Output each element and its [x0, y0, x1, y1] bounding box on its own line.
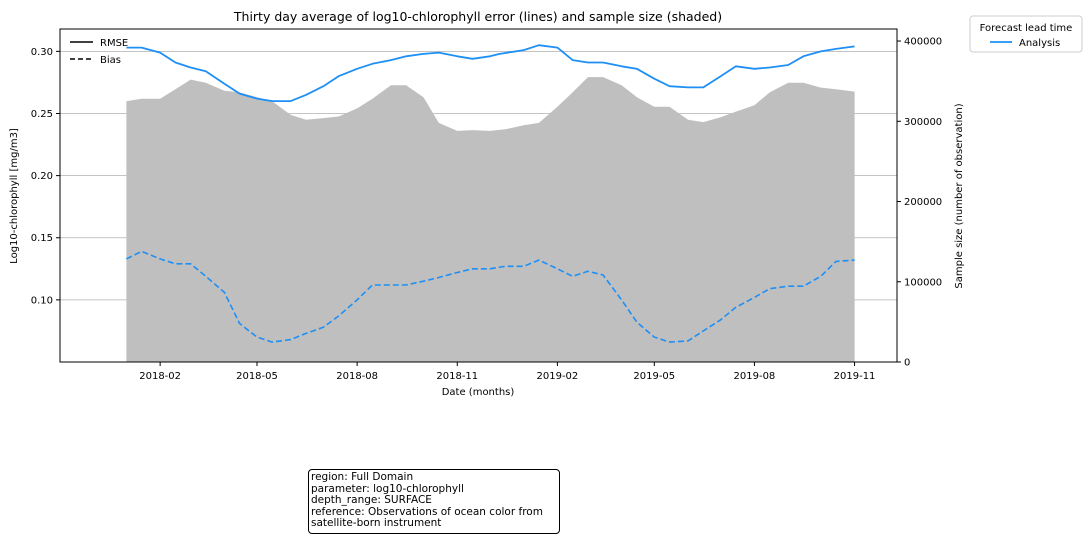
x-axis-label: Date (months) [442, 387, 515, 398]
x-tick-label: 2018-11 [436, 371, 478, 382]
y2-tick-label: 400000 [904, 37, 942, 48]
y-tick-label: 0.10 [31, 295, 53, 306]
line-style-legend: RMSE Bias [70, 38, 128, 66]
x-tick-label: 2019-08 [734, 371, 776, 382]
series-lines [126, 44, 855, 343]
chart-title: Thirty day average of log10-chlorophyll … [233, 9, 722, 24]
sample-size-area [126, 77, 855, 362]
x-tick-label: 2019-11 [834, 371, 876, 382]
y2-axis-label: Sample size (number of observation) [954, 103, 965, 288]
info-parameter: parameter: log10-chlorophyll [311, 482, 464, 495]
x-tick-label: 2019-02 [537, 371, 579, 382]
bias-line [126, 250, 855, 343]
y2-tick-label: 200000 [904, 197, 942, 208]
sample-size-fill [126, 77, 855, 362]
y2-tick-label: 300000 [904, 117, 942, 128]
y2-tick-label: 0 [904, 358, 910, 369]
y-tick-label: 0.25 [31, 109, 53, 120]
y-tick-label: 0.15 [31, 233, 53, 244]
y2-tick-label: 100000 [904, 277, 942, 288]
x-tick-label: 2018-05 [236, 371, 278, 382]
y-axis-ticks: 0.10 0.15 0.20 0.25 0.30 [31, 47, 60, 306]
x-tick-label: 2018-02 [139, 371, 181, 382]
plot-frame [59, 28, 898, 363]
rmse-line [126, 44, 855, 102]
lead-time-legend: Forecast lead time Analysis [969, 15, 1083, 53]
lead-time-legend-analysis: Analysis [1019, 38, 1060, 49]
y-axis-label: Log10-chlorophyll [mg/m3] [9, 128, 20, 264]
lead-time-legend-frame [969, 15, 1083, 53]
info-depth-range: depth_range: SURFACE [311, 494, 432, 507]
x-tick-label: 2018-08 [336, 371, 378, 382]
x-axis-ticks: 2018-02 2018-05 2018-08 2018-11 2019-02 2019-… [139, 362, 875, 382]
x-tick-label: 2019-05 [633, 371, 675, 382]
legend-bias-label: Bias [100, 55, 121, 66]
lead-time-legend-title: Forecast lead time [980, 23, 1073, 34]
info-region: region: Full Domain [311, 471, 414, 483]
y-tick-label: 0.30 [31, 47, 53, 58]
y-tick-label: 0.20 [31, 171, 53, 182]
info-reference: reference: Observations of ocean color f… [311, 505, 543, 530]
legend-rmse-label: RMSE [100, 38, 128, 49]
y2-axis-ticks: 0 100000 200000 300000 400000 [897, 37, 942, 369]
metadata-box: region: Full Domain parameter: log10-chl… [308, 469, 560, 534]
